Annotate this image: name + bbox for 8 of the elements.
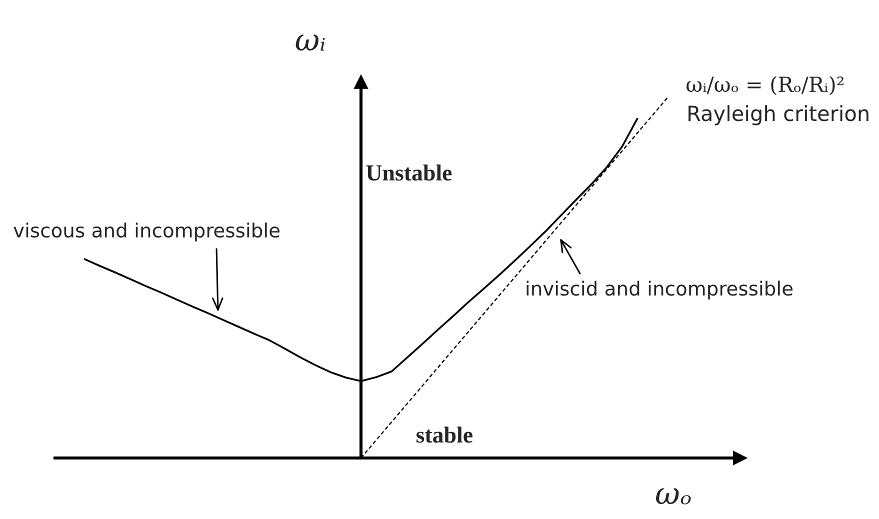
text: Rayleigh criterion xyxy=(688,105,868,126)
y-axis-title: ωᵢ xyxy=(296,34,325,51)
x-axis-title: ωₒ xyxy=(656,488,691,504)
annotation: stable xyxy=(416,426,472,443)
annotation: inviscid and incompressible xyxy=(526,280,793,300)
annotation: viscous and incompressible xyxy=(14,222,280,242)
text: ωᵢ/ωₒ = (Rₒ/Rᵢ)² xyxy=(686,76,844,96)
annotation: Unstable xyxy=(366,164,452,181)
